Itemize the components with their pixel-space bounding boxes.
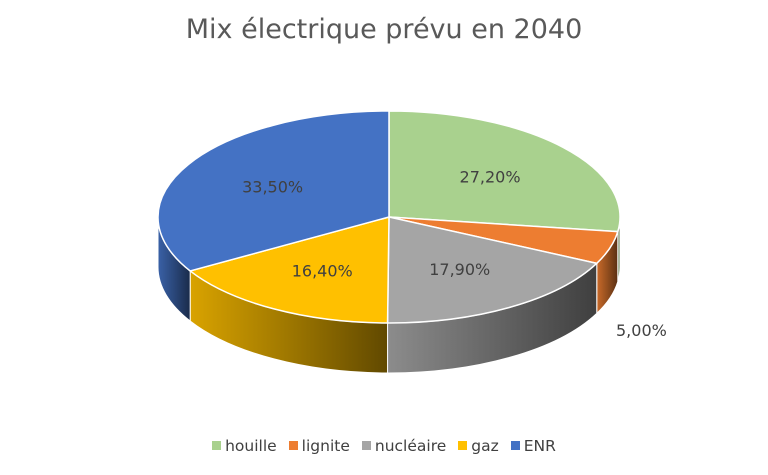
- legend-item-ENR: ENR: [510, 437, 556, 455]
- legend-item-gaz: gaz: [458, 437, 499, 455]
- pie-slice-nucléaire: [386, 216, 599, 324]
- legend: houille lignite nucléaire gaz ENR: [0, 437, 768, 455]
- legend-swatch: [510, 441, 520, 450]
- legend-item-lignite: lignite: [288, 437, 350, 455]
- pie-slice-gaz: [188, 216, 390, 324]
- data-label-houille: 27,20%: [460, 168, 521, 187]
- legend-label: lignite: [301, 437, 350, 455]
- pie-slice-ENR: [157, 110, 390, 272]
- pie-slice-houille: [388, 110, 621, 233]
- legend-swatch: [288, 441, 298, 450]
- legend-item-nucléaire: nucléaire: [361, 437, 447, 455]
- legend-item-houille: houille: [212, 437, 277, 455]
- legend-label: houille: [225, 437, 277, 455]
- chart-title: Mix électrique prévu en 2040: [185, 14, 583, 45]
- data-label-lignite: 5,00%: [616, 321, 667, 340]
- data-label-ENR: 33,50%: [242, 178, 303, 197]
- legend-label: gaz: [471, 437, 499, 455]
- legend-swatch: [212, 441, 222, 450]
- data-label-nucléaire: 17,90%: [429, 260, 490, 279]
- legend-swatch: [361, 441, 371, 450]
- legend-label: ENR: [523, 437, 556, 455]
- data-label-gaz: 16,40%: [292, 261, 353, 280]
- legend-swatch: [458, 441, 468, 450]
- legend-label: nucléaire: [374, 437, 447, 455]
